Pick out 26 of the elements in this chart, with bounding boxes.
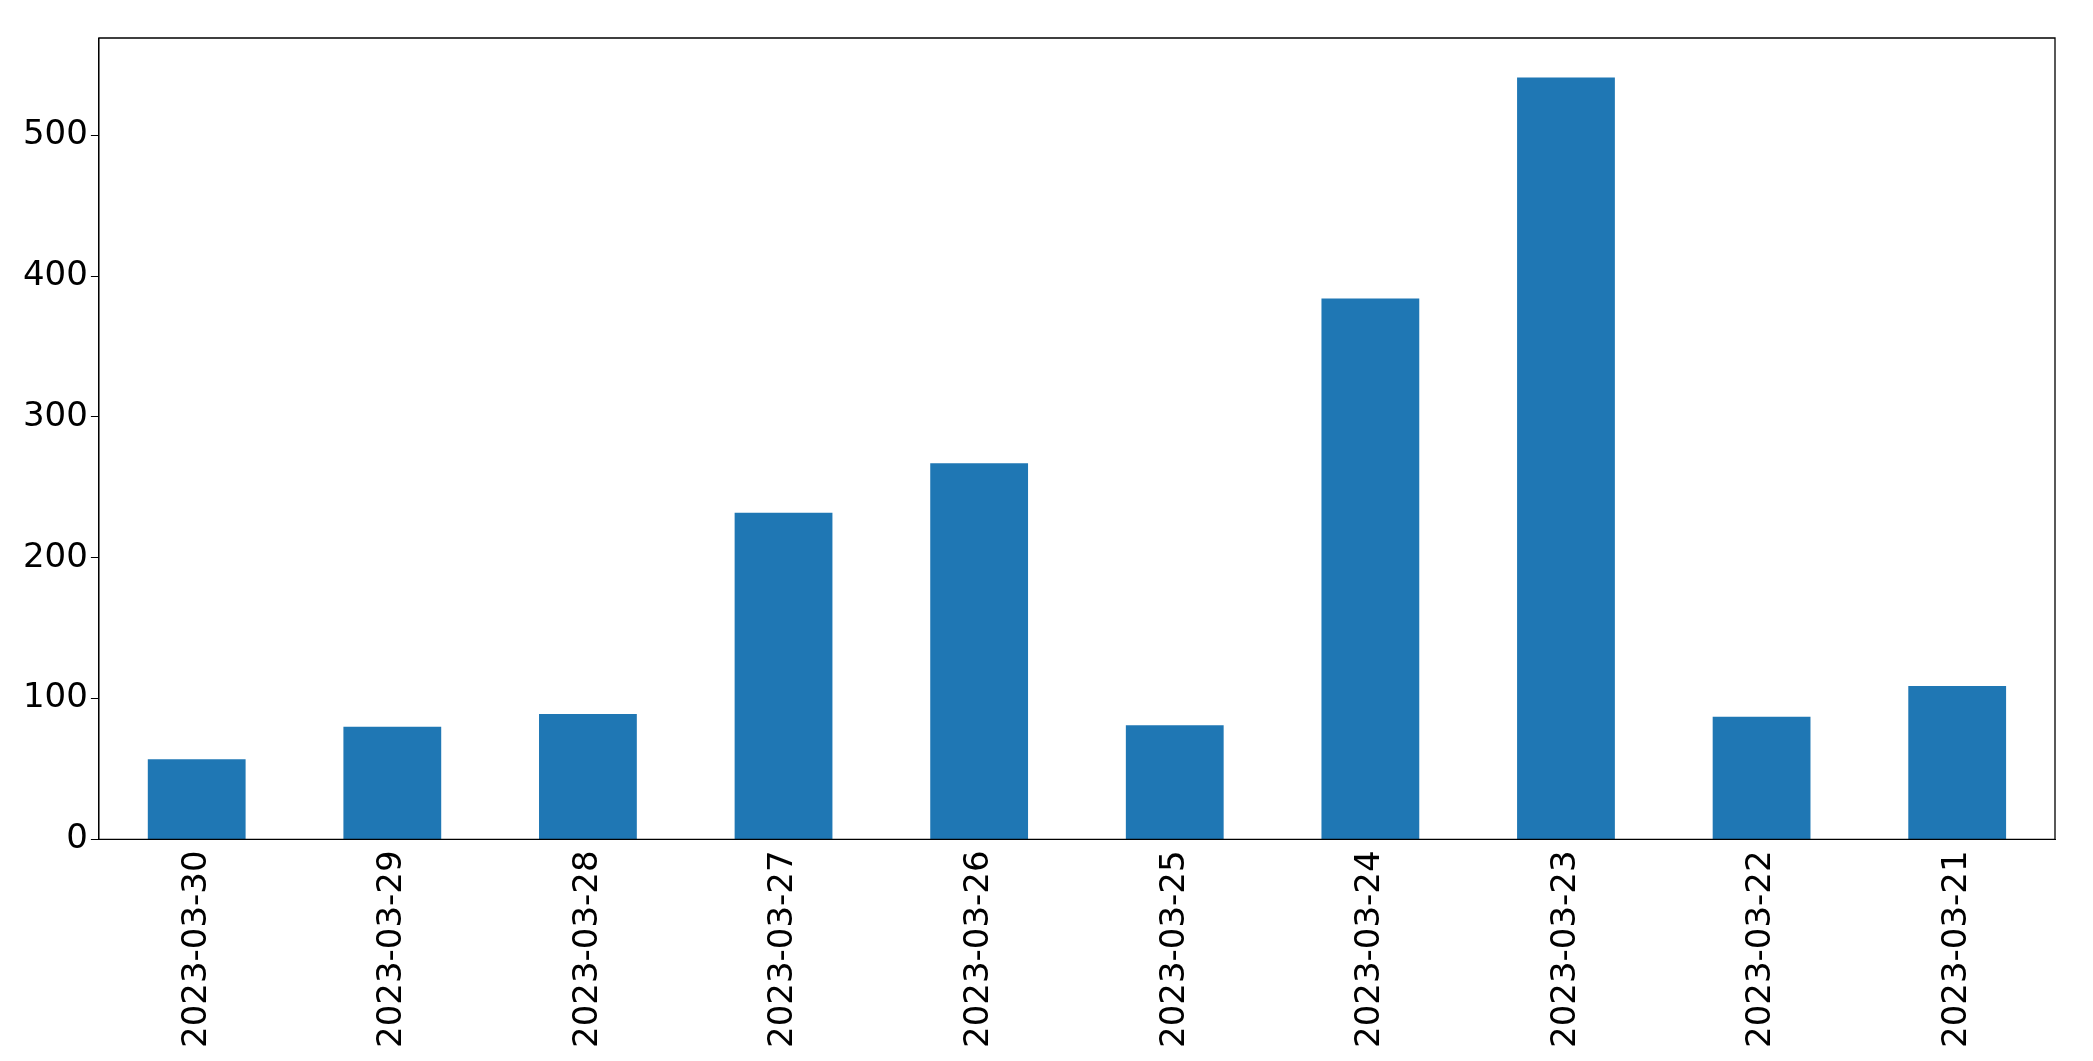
y-tick-label: 300 bbox=[22, 393, 88, 434]
x-tick-label: 2023-03-22 bbox=[1738, 850, 1779, 1048]
bar bbox=[1712, 716, 1811, 839]
bar bbox=[147, 759, 246, 839]
x-tick-label: 2023-03-21 bbox=[1934, 850, 1975, 1048]
x-tick-label: 2023-03-29 bbox=[369, 850, 410, 1048]
x-tick-label: 2023-03-24 bbox=[1347, 850, 1388, 1048]
bar bbox=[1125, 725, 1224, 839]
bar bbox=[734, 512, 833, 839]
bar bbox=[1908, 685, 2007, 839]
bar bbox=[343, 726, 442, 839]
y-tick-label: 500 bbox=[22, 112, 88, 153]
y-tick-label: 200 bbox=[22, 534, 88, 575]
x-tick-label: 2023-03-23 bbox=[1542, 850, 1583, 1048]
x-tick-label: 2023-03-25 bbox=[1151, 850, 1192, 1048]
bar bbox=[539, 714, 637, 839]
y-tick-label: 400 bbox=[22, 252, 88, 293]
x-tick-label: 2023-03-26 bbox=[955, 850, 996, 1048]
x-tick-label: 2023-03-27 bbox=[760, 850, 801, 1048]
bar bbox=[1517, 77, 1615, 839]
y-tick-label: 0 bbox=[66, 816, 88, 857]
bar bbox=[1321, 298, 1420, 839]
y-tick-label: 100 bbox=[22, 675, 88, 716]
x-tick-label: 2023-03-30 bbox=[173, 850, 214, 1048]
x-tick-label: 2023-03-28 bbox=[564, 850, 605, 1048]
bar bbox=[930, 463, 1029, 839]
